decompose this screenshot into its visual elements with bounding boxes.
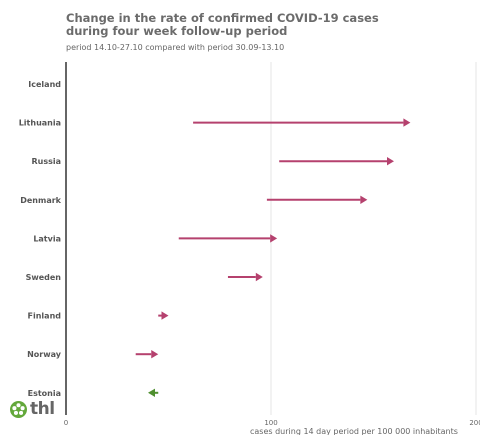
category-label: Lithuania (19, 119, 61, 128)
category-label: Iceland (28, 80, 61, 89)
change-arrowhead (161, 311, 169, 320)
thl-logo: thl (10, 399, 55, 419)
change-arrowhead (148, 388, 155, 397)
logo-text: thl (30, 399, 55, 419)
category-label: Sweden (26, 273, 62, 282)
change-arrowhead (255, 272, 263, 282)
category-label: Finland (28, 312, 62, 321)
x-tick-label: 200 (469, 419, 480, 427)
change-arrowhead (151, 350, 159, 359)
x-tick-label: 0 (64, 419, 68, 427)
category-label: Norway (27, 350, 62, 359)
change-arrowhead (270, 234, 278, 243)
x-axis-title: cases during 14 day period per 100 000 i… (250, 427, 458, 435)
x-tick-label: 100 (264, 419, 277, 427)
category-label: Estonia (28, 389, 61, 398)
chart-subtitle: period 14.10-27.10 compared with period … (66, 43, 285, 52)
change-arrowhead (387, 157, 394, 166)
change-arrowhead (403, 118, 411, 127)
category-label: Russia (31, 157, 61, 166)
change-arrowhead (360, 195, 368, 204)
flower-icon (10, 400, 27, 418)
chart-title-line-2: during four week follow-up period (66, 24, 288, 38)
chart-title-line-1: Change in the rate of confirmed COVID-19… (66, 11, 379, 25)
category-label: Denmark (20, 196, 61, 205)
chart-title: Change in the rate of confirmed COVID-19… (66, 12, 379, 38)
category-label: Latvia (33, 234, 61, 243)
